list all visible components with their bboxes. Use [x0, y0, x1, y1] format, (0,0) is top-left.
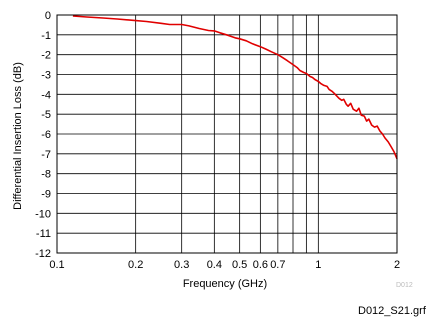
- y-tick-label: -12: [35, 248, 51, 260]
- insertion-loss-series-line: [72, 15, 398, 160]
- x-axis-label: Frequency (GHz): [183, 278, 267, 290]
- y-tick-label: -11: [36, 228, 51, 240]
- y-tick-label: -3: [41, 70, 51, 82]
- x-tick-label: 0.6: [253, 259, 268, 271]
- y-tick-label: -9: [41, 189, 51, 201]
- x-tick-label: 0.1: [49, 259, 64, 271]
- x-tick-label: 0.5: [232, 259, 247, 271]
- x-tick-label: 0.2: [128, 259, 143, 271]
- x-tick-label: 1: [315, 259, 321, 271]
- y-axis-label: Differential Insertion Loss (dB): [12, 62, 24, 210]
- y-tick-label: -8: [41, 169, 51, 181]
- series-layer: [72, 15, 398, 160]
- y-tick-label: 0: [45, 10, 51, 22]
- grid-layer: [57, 14, 397, 254]
- plot-frame: [56, 14, 398, 254]
- x-tick-label: 2: [394, 259, 400, 271]
- y-tick-label: -7: [41, 149, 51, 161]
- y-tick-label: -5: [41, 109, 51, 121]
- tick-labels: 0 -1 -2 -3 -4 -5 -6 -7 -8 -9 -10 -11 -120.1 0.2 0.3 0.4…: [35, 10, 400, 271]
- y-tick-label: -1: [41, 30, 51, 42]
- y-tick-label: -4: [41, 89, 51, 101]
- x-tick-label: 0.7: [270, 259, 285, 271]
- y-tick-label: -2: [41, 50, 51, 62]
- y-tick-label: -10: [35, 208, 51, 220]
- file-name-label: D012_S21.grf: [358, 305, 426, 317]
- x-tick-label: 0.3: [174, 259, 189, 271]
- y-tick-label: -6: [41, 129, 51, 141]
- watermark-label: D012: [396, 282, 413, 289]
- x-tick-label: 0.4: [207, 259, 222, 271]
